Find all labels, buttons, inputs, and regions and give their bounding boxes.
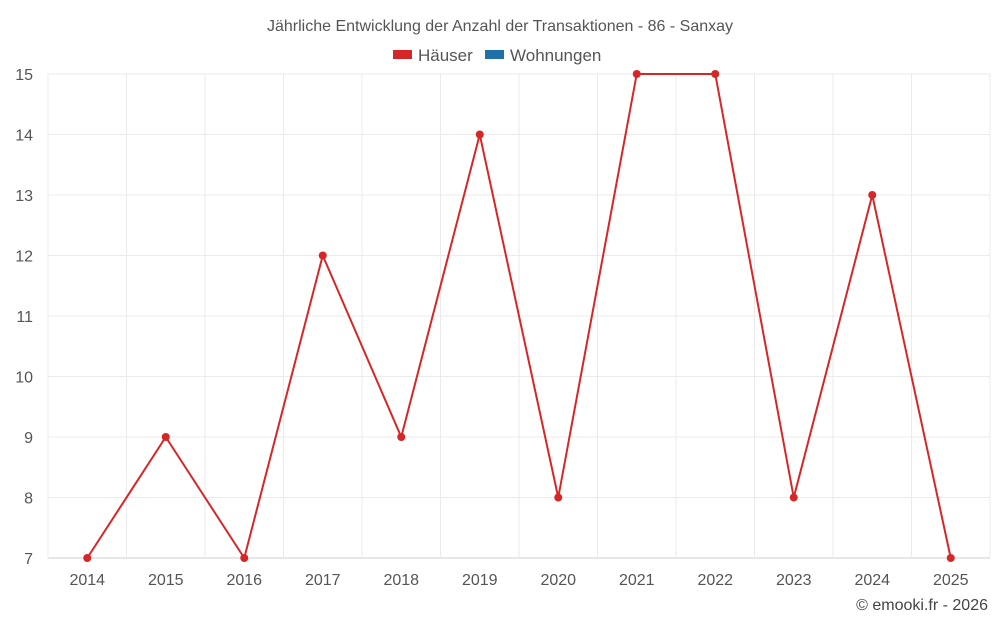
- x-tick-label: 2024: [854, 572, 890, 589]
- data-point[interactable]: [240, 554, 249, 562]
- y-tick-label: 10: [15, 370, 33, 387]
- series-haeuser: [83, 70, 955, 562]
- credit-text: © emooki.fr - 2026: [856, 597, 988, 614]
- x-tick-label: 2015: [148, 572, 184, 589]
- y-tick-label: 7: [24, 551, 33, 568]
- legend-swatch-haeuser: [393, 50, 412, 59]
- data-point[interactable]: [161, 433, 170, 441]
- x-tick-label: 2020: [540, 572, 576, 589]
- x-tick-label: 2021: [619, 572, 655, 589]
- y-tick-label: 14: [15, 128, 33, 145]
- y-tick-label: 15: [15, 67, 33, 84]
- data-point[interactable]: [946, 554, 955, 562]
- data-point[interactable]: [83, 554, 92, 562]
- x-axis-ticks: 2014 2015 2016 2017 2018 2019 2020 2021 2022 2023…: [69, 572, 968, 589]
- y-tick-label: 8: [24, 491, 33, 508]
- data-point[interactable]: [632, 70, 641, 78]
- y-axis-ticks: 7 8 9 10 11 12 13 14 15: [15, 67, 33, 568]
- x-tick-label: 2018: [383, 572, 419, 589]
- y-tick-label: 11: [16, 309, 33, 326]
- y-tick-label: 9: [24, 430, 33, 447]
- legend-label-wohnungen: Wohnungen: [510, 46, 601, 65]
- legend-swatch-wohnungen: [485, 50, 504, 59]
- chart-title: Jährliche Entwicklung der Anzahl der Tra…: [267, 18, 733, 35]
- data-point[interactable]: [868, 191, 877, 199]
- y-tick-label: 12: [15, 249, 33, 266]
- x-tick-label: 2022: [697, 572, 733, 589]
- data-point[interactable]: [554, 493, 563, 502]
- legend: Häuser Wohnungen: [393, 46, 601, 65]
- x-tick-label: 2019: [462, 572, 498, 589]
- x-tick-label: 2017: [305, 572, 341, 589]
- data-point[interactable]: [711, 70, 720, 78]
- data-point[interactable]: [789, 493, 798, 502]
- legend-label-haeuser: Häuser: [418, 46, 473, 65]
- legend-item-wohnungen[interactable]: Wohnungen: [485, 46, 601, 65]
- y-tick-label: 13: [15, 188, 33, 205]
- data-point[interactable]: [475, 130, 484, 139]
- legend-item-haeuser[interactable]: Häuser: [393, 46, 473, 65]
- x-tick-label: 2023: [776, 572, 812, 589]
- x-tick-label: 2016: [226, 572, 262, 589]
- data-point[interactable]: [318, 251, 327, 260]
- x-tick-label: 2025: [933, 572, 969, 589]
- data-point[interactable]: [397, 433, 406, 441]
- x-tick-label: 2014: [69, 572, 105, 589]
- series-line-haeuser: [86, 73, 952, 559]
- grid: [47, 73, 991, 559]
